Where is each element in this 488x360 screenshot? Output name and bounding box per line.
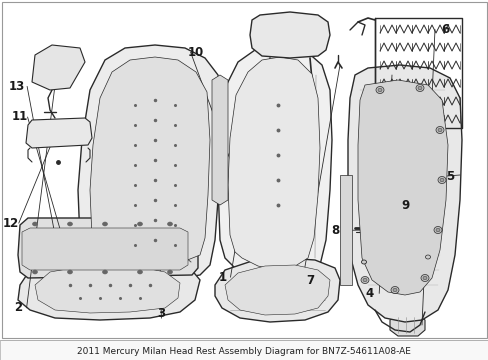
Ellipse shape: [435, 228, 439, 232]
Polygon shape: [224, 265, 329, 315]
Ellipse shape: [435, 126, 443, 134]
Bar: [0, 340, 488, 360]
Text: 12: 12: [2, 217, 19, 230]
Ellipse shape: [167, 270, 172, 274]
Ellipse shape: [377, 88, 381, 92]
Ellipse shape: [102, 270, 107, 274]
Text: 7: 7: [306, 274, 314, 287]
Polygon shape: [90, 57, 209, 265]
Ellipse shape: [433, 226, 441, 234]
Ellipse shape: [390, 287, 398, 293]
Polygon shape: [78, 45, 222, 280]
Text: 13: 13: [9, 80, 25, 93]
Text: 6: 6: [440, 23, 448, 36]
Text: 10: 10: [187, 46, 203, 59]
Ellipse shape: [437, 176, 445, 184]
Ellipse shape: [415, 85, 423, 91]
Text: 4: 4: [365, 287, 372, 300]
Polygon shape: [347, 65, 461, 322]
Polygon shape: [389, 315, 424, 336]
Ellipse shape: [67, 270, 72, 274]
Polygon shape: [215, 258, 339, 322]
Ellipse shape: [361, 260, 366, 264]
Ellipse shape: [32, 222, 38, 226]
Text: 2: 2: [15, 301, 22, 314]
Text: 11: 11: [11, 111, 28, 123]
Text: 9: 9: [401, 199, 409, 212]
Ellipse shape: [375, 86, 383, 94]
Ellipse shape: [362, 278, 366, 282]
Ellipse shape: [137, 270, 142, 274]
Text: 2011 Mercury Milan Head Rest Assembly Diagram for BN7Z-54611A08-AE: 2011 Mercury Milan Head Rest Assembly Di…: [77, 346, 410, 356]
Ellipse shape: [137, 222, 142, 226]
Text: 3: 3: [157, 307, 165, 320]
Ellipse shape: [417, 86, 421, 90]
Polygon shape: [18, 218, 198, 278]
Text: 5: 5: [445, 170, 453, 183]
Polygon shape: [18, 255, 200, 320]
Ellipse shape: [425, 255, 429, 259]
Ellipse shape: [420, 274, 428, 282]
Polygon shape: [212, 75, 227, 205]
Ellipse shape: [102, 222, 107, 226]
Ellipse shape: [67, 222, 72, 226]
Polygon shape: [26, 118, 92, 148]
Ellipse shape: [439, 178, 443, 182]
Text: 8: 8: [330, 224, 338, 237]
Ellipse shape: [167, 222, 172, 226]
Ellipse shape: [32, 270, 38, 274]
Polygon shape: [357, 80, 447, 295]
Polygon shape: [32, 45, 85, 90]
Ellipse shape: [392, 288, 396, 292]
Polygon shape: [218, 45, 331, 282]
Polygon shape: [35, 265, 180, 313]
Polygon shape: [22, 228, 187, 270]
Text: 1: 1: [218, 271, 226, 284]
Ellipse shape: [360, 276, 368, 284]
Polygon shape: [227, 57, 319, 270]
Ellipse shape: [422, 276, 426, 280]
Polygon shape: [249, 12, 329, 58]
Bar: [339, 175, 351, 285]
Ellipse shape: [437, 128, 441, 132]
